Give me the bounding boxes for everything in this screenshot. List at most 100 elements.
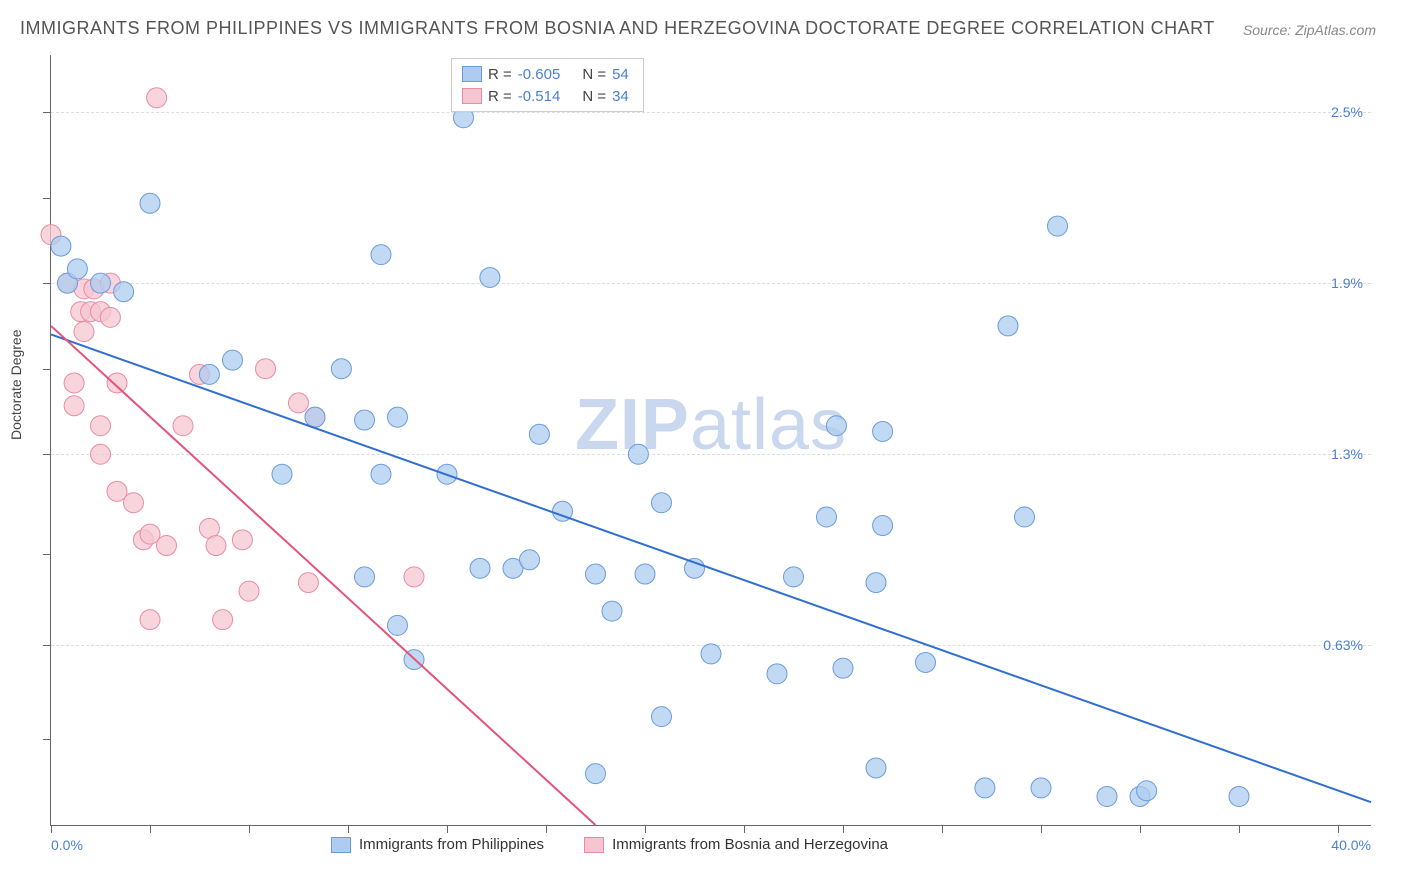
source-attribution: Source: ZipAtlas.com (1243, 22, 1376, 38)
legend-item-2: Immigrants from Bosnia and Herzegovina (584, 836, 888, 853)
data-point (1048, 216, 1068, 236)
data-point (91, 273, 111, 293)
x-tick (51, 825, 52, 833)
x-tick (447, 825, 448, 833)
data-point (355, 410, 375, 430)
data-point (586, 564, 606, 584)
x-tick (1338, 825, 1339, 833)
data-point (67, 259, 87, 279)
x-axis-max-label: 40.0% (1331, 837, 1371, 853)
data-point (173, 416, 193, 436)
data-point (470, 558, 490, 578)
swatch-series-2 (584, 837, 604, 853)
x-tick (249, 825, 250, 833)
data-point (652, 493, 672, 513)
data-point (866, 758, 886, 778)
data-point (91, 416, 111, 436)
legend-item-1: Immigrants from Philippines (331, 836, 544, 853)
x-tick (546, 825, 547, 833)
data-point (652, 707, 672, 727)
data-point (305, 407, 325, 427)
data-point (866, 573, 886, 593)
x-axis-min-label: 0.0% (51, 837, 83, 853)
data-point (817, 507, 837, 527)
data-point (140, 610, 160, 630)
x-tick (645, 825, 646, 833)
data-point (701, 644, 721, 664)
x-tick (1140, 825, 1141, 833)
data-point (91, 444, 111, 464)
y-tick (43, 369, 51, 370)
data-point (998, 316, 1018, 336)
x-tick (843, 825, 844, 833)
data-point (74, 322, 94, 342)
data-point (1097, 786, 1117, 806)
data-point (114, 282, 134, 302)
data-point (833, 658, 853, 678)
data-point (331, 359, 351, 379)
data-point (975, 778, 995, 798)
data-point (100, 307, 120, 327)
chart-title: IMMIGRANTS FROM PHILIPPINES VS IMMIGRANT… (20, 18, 1215, 39)
data-point (586, 764, 606, 784)
scatter-svg (51, 55, 1371, 825)
y-tick (43, 645, 51, 646)
data-point (147, 88, 167, 108)
data-point (520, 550, 540, 570)
data-point (289, 393, 309, 413)
y-tick (43, 454, 51, 455)
y-tick (43, 198, 51, 199)
data-point (355, 567, 375, 587)
y-tick (43, 554, 51, 555)
x-tick (348, 825, 349, 833)
data-point (1015, 507, 1035, 527)
data-point (256, 359, 276, 379)
data-point (388, 407, 408, 427)
data-point (124, 493, 144, 513)
series-legend: Immigrants from Philippines Immigrants f… (331, 836, 888, 853)
legend-row-series-2: R = -0.514 N = 34 (462, 85, 629, 107)
y-tick (43, 739, 51, 740)
data-point (1229, 786, 1249, 806)
data-point (404, 567, 424, 587)
legend-row-series-1: R = -0.605 N = 54 (462, 63, 629, 85)
correlation-legend: R = -0.605 N = 54 R = -0.514 N = 34 (451, 58, 644, 112)
chart-plot-area: ZIPatlas R = -0.605 N = 54 R = -0.514 N … (50, 55, 1371, 826)
data-point (784, 567, 804, 587)
x-tick (1041, 825, 1042, 833)
x-tick (942, 825, 943, 833)
data-point (107, 373, 127, 393)
data-point (232, 530, 252, 550)
trend-line (51, 334, 1371, 802)
data-point (206, 536, 226, 556)
swatch-series-1 (462, 66, 482, 82)
data-point (371, 464, 391, 484)
data-point (140, 524, 160, 544)
data-point (1031, 778, 1051, 798)
data-point (64, 373, 84, 393)
y-axis-label: Doctorate Degree (8, 329, 24, 440)
swatch-series-1 (331, 837, 351, 853)
data-point (826, 416, 846, 436)
y-tick (43, 283, 51, 284)
x-tick (150, 825, 151, 833)
data-point (239, 581, 259, 601)
data-point (64, 396, 84, 416)
x-tick (744, 825, 745, 833)
data-point (873, 421, 893, 441)
data-point (213, 610, 233, 630)
data-point (529, 424, 549, 444)
data-point (298, 573, 318, 593)
data-point (371, 245, 391, 265)
data-point (628, 444, 648, 464)
data-point (388, 615, 408, 635)
data-point (767, 664, 787, 684)
x-tick (1239, 825, 1240, 833)
data-point (223, 350, 243, 370)
legend-label-1: Immigrants from Philippines (359, 836, 544, 853)
swatch-series-2 (462, 88, 482, 104)
data-point (685, 558, 705, 578)
data-point (272, 464, 292, 484)
data-point (480, 267, 500, 287)
data-point (1137, 781, 1157, 801)
